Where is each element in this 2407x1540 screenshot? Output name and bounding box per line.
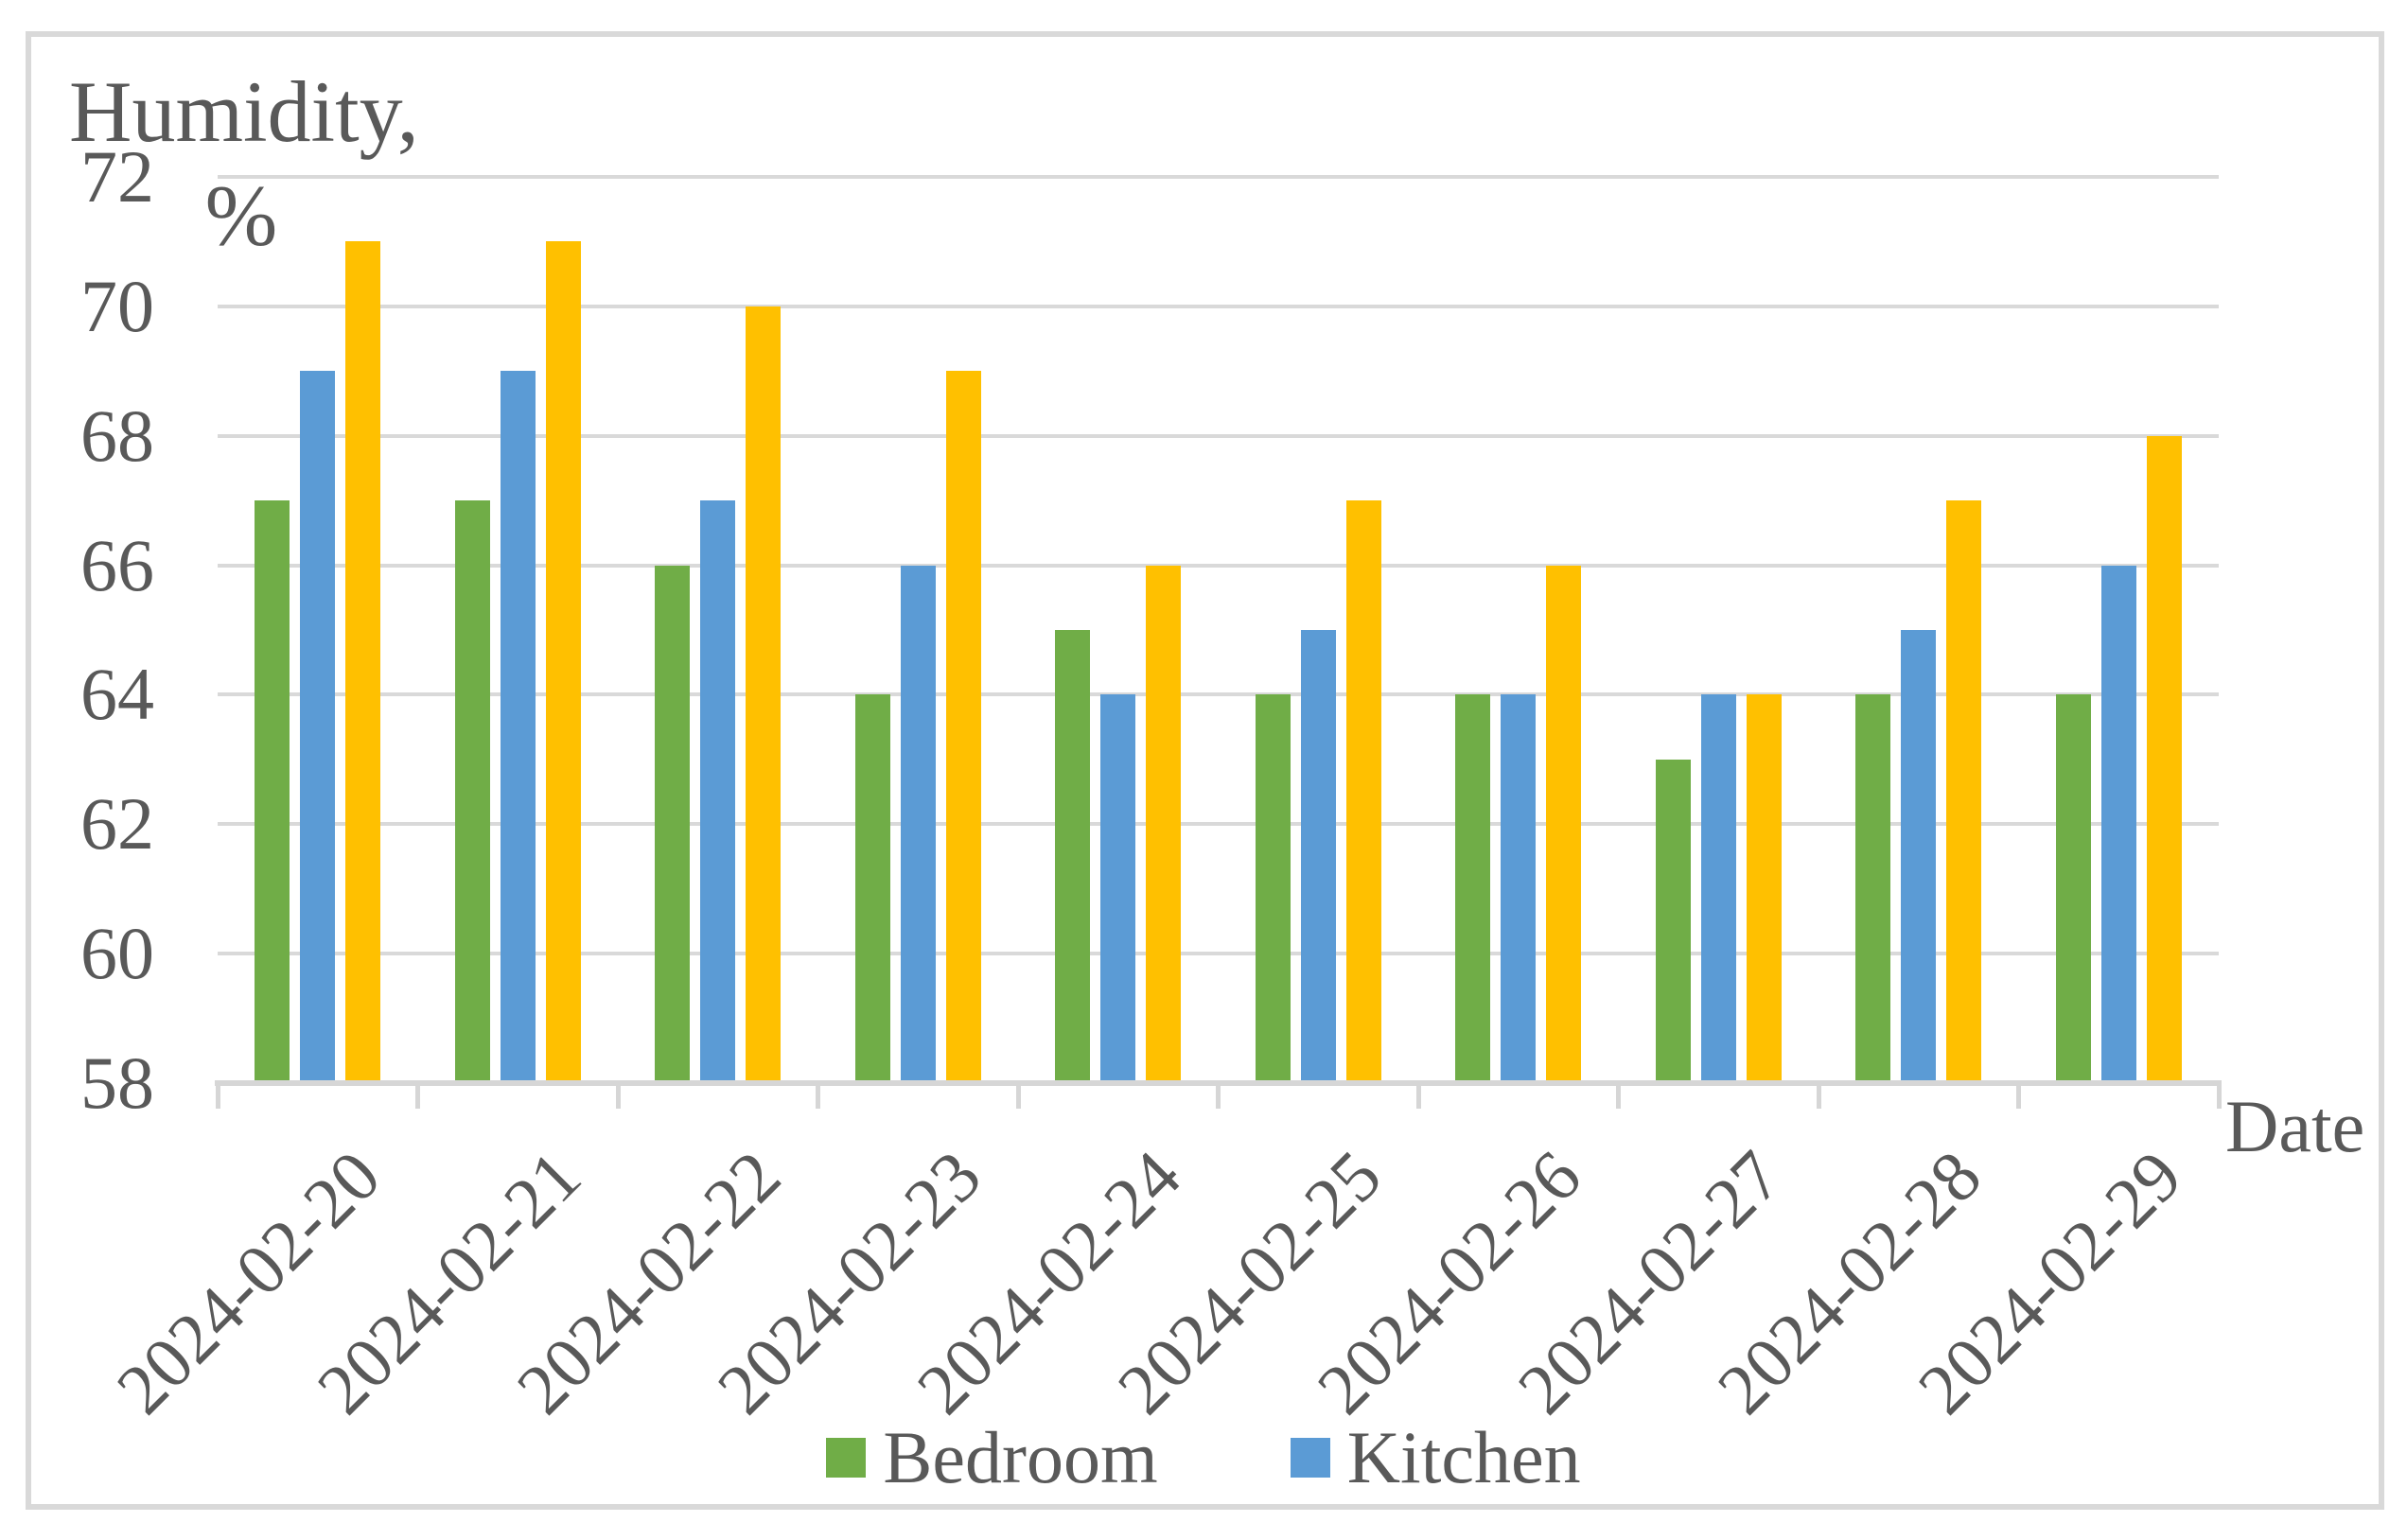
bar-kitchen-2024-02-24 bbox=[1100, 694, 1136, 1083]
bar-bedroom-2024-02-27 bbox=[1655, 759, 1691, 1083]
bar-kitchen-2024-02-20 bbox=[300, 371, 336, 1083]
y-tick-label-64: 64 bbox=[80, 653, 154, 736]
bar-kitchen-2024-02-26 bbox=[1501, 694, 1537, 1083]
bar-series-3-2024-02-22 bbox=[746, 306, 782, 1083]
bar-bedroom-2024-02-23 bbox=[854, 694, 890, 1083]
gridline-64 bbox=[218, 692, 2219, 697]
y-axis-title: Humidity, bbox=[69, 63, 419, 160]
y-tick-label-62: 62 bbox=[80, 782, 154, 866]
bar-kitchen-2024-02-28 bbox=[1901, 630, 1937, 1083]
legend-label-bedroom: Bedroom bbox=[883, 1416, 1158, 1498]
bar-kitchen-2024-02-29 bbox=[2100, 565, 2136, 1083]
bar-bedroom-2024-02-26 bbox=[1455, 694, 1491, 1083]
bar-bedroom-2024-02-29 bbox=[2055, 694, 2091, 1083]
x-tick-mark bbox=[816, 1083, 820, 1109]
y-tick-label-66: 66 bbox=[80, 523, 154, 606]
bar-series-3-2024-02-20 bbox=[345, 241, 381, 1083]
legend-swatch-bedroom bbox=[826, 1438, 867, 1478]
gridline-68 bbox=[218, 433, 2219, 438]
y-tick-label-72: 72 bbox=[80, 135, 154, 218]
x-tick-mark bbox=[1415, 1083, 1421, 1109]
y-tick-label-70: 70 bbox=[80, 264, 154, 347]
legend-item-bedroom: Bedroom bbox=[826, 1416, 1158, 1498]
x-axis-title: Date bbox=[2225, 1085, 2365, 1167]
bar-kitchen-2024-02-25 bbox=[1300, 630, 1336, 1083]
bar-bedroom-2024-02-25 bbox=[1255, 694, 1291, 1083]
bar-series-3-2024-02-27 bbox=[1746, 694, 1782, 1083]
bar-kitchen-2024-02-21 bbox=[500, 371, 536, 1083]
gridline-66 bbox=[218, 563, 2219, 568]
bar-series-3-2024-02-21 bbox=[545, 241, 581, 1083]
bar-series-3-2024-02-29 bbox=[2146, 435, 2182, 1083]
x-tick-mark bbox=[1616, 1083, 1621, 1109]
x-tick-mark bbox=[615, 1083, 621, 1109]
bar-kitchen-2024-02-27 bbox=[1700, 694, 1736, 1083]
bar-bedroom-2024-02-21 bbox=[454, 500, 490, 1083]
chart-frame bbox=[26, 31, 2384, 1510]
bar-bedroom-2024-02-20 bbox=[255, 500, 290, 1083]
x-tick-mark bbox=[1015, 1083, 1021, 1109]
bar-bedroom-2024-02-28 bbox=[1855, 694, 1891, 1083]
legend-label-kitchen: Kitchen bbox=[1346, 1416, 1581, 1498]
legend-item-kitchen: Kitchen bbox=[1290, 1416, 1581, 1498]
y-axis-title-unit: % bbox=[204, 167, 278, 264]
bar-series-3-2024-02-24 bbox=[1146, 565, 1182, 1083]
bar-kitchen-2024-02-22 bbox=[700, 500, 736, 1083]
gridline-62 bbox=[218, 822, 2219, 827]
gridline-70 bbox=[218, 304, 2219, 308]
y-tick-label-68: 68 bbox=[80, 394, 154, 477]
bar-bedroom-2024-02-24 bbox=[1055, 630, 1091, 1083]
x-tick-mark bbox=[1216, 1083, 1221, 1109]
y-tick-label-58: 58 bbox=[80, 1041, 154, 1124]
x-tick-mark bbox=[215, 1083, 220, 1109]
y-tick-label-60: 60 bbox=[80, 912, 154, 995]
x-tick-mark bbox=[1816, 1083, 1821, 1109]
bar-series-3-2024-02-23 bbox=[945, 371, 981, 1083]
gridline-72 bbox=[218, 175, 2219, 179]
x-tick-mark bbox=[2216, 1083, 2222, 1109]
x-tick-mark bbox=[415, 1083, 420, 1109]
gridline-60 bbox=[218, 952, 2219, 956]
bar-series-3-2024-02-25 bbox=[1345, 500, 1381, 1083]
bar-kitchen-2024-02-23 bbox=[900, 565, 936, 1083]
x-tick-mark bbox=[2016, 1083, 2021, 1109]
bar-series-3-2024-02-28 bbox=[1946, 500, 1982, 1083]
legend-swatch-kitchen bbox=[1290, 1438, 1330, 1478]
bar-series-3-2024-02-26 bbox=[1546, 565, 1582, 1083]
legend: Bedroom Kitchen bbox=[0, 1415, 2407, 1500]
bar-bedroom-2024-02-22 bbox=[655, 565, 691, 1083]
